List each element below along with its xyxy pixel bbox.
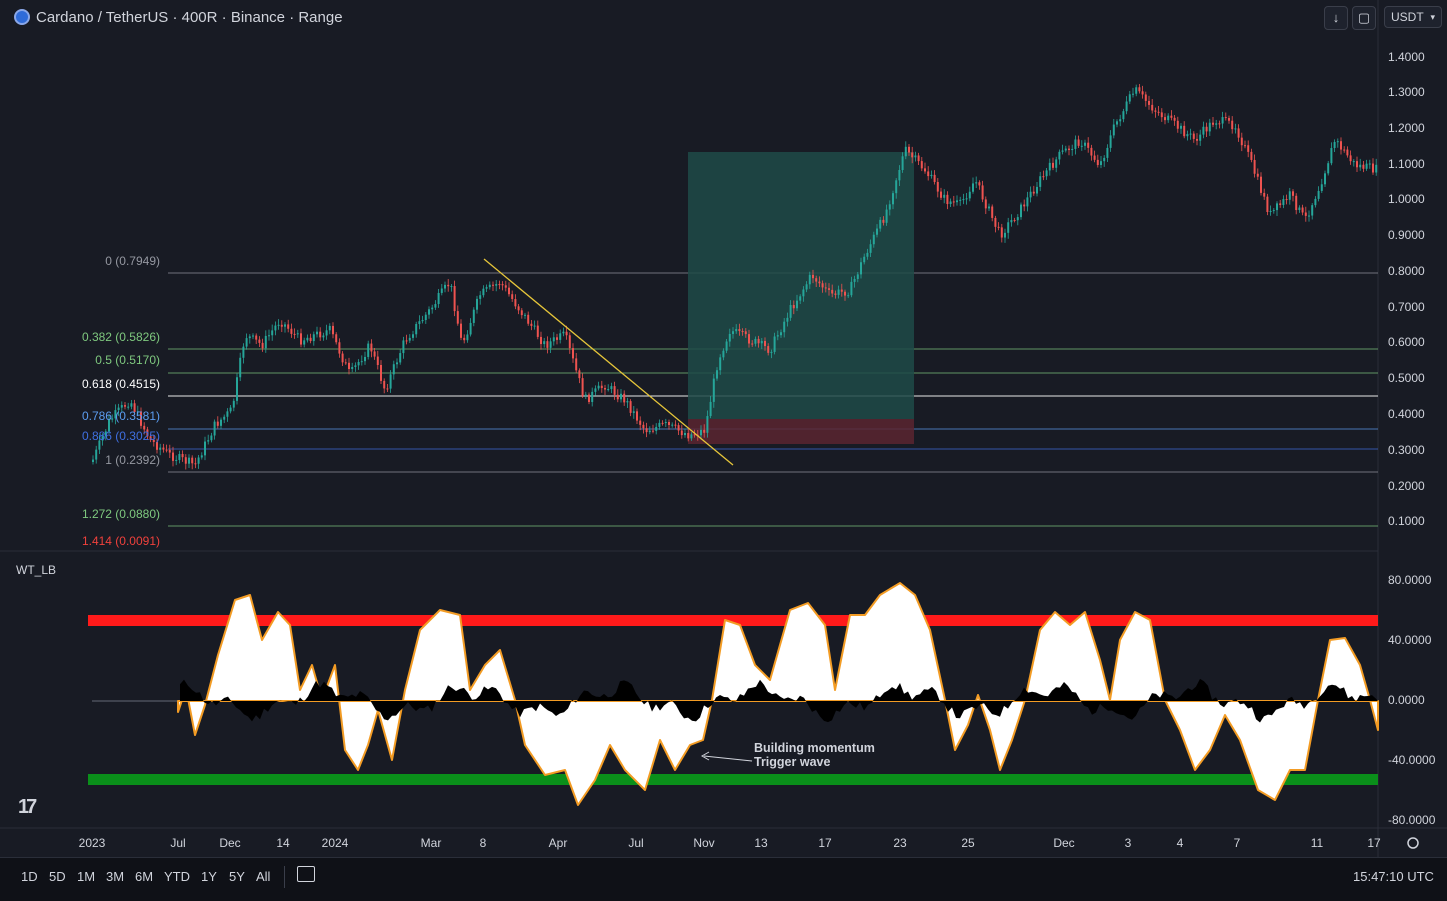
price-tick: 1.4000: [1388, 50, 1425, 64]
candlestick-series: [92, 84, 1378, 470]
fib-label: 0.618 (0.4515): [81, 377, 160, 391]
fib-label: 0.382 (0.5826): [81, 330, 160, 344]
price-tick: 0.6000: [1388, 335, 1425, 349]
price-tick: 0.9000: [1388, 228, 1425, 242]
oscillator-tick: 0.0000: [1388, 693, 1425, 707]
time-tick: 11: [1310, 836, 1324, 850]
wave-trend-line: [177, 582, 1379, 806]
time-tick: Mar: [420, 836, 442, 850]
price-tick: 0.3000: [1388, 443, 1425, 457]
price-tick: 1.3000: [1388, 85, 1425, 99]
price-tick: 0.8000: [1388, 264, 1425, 278]
arrow-down-icon: ↓: [1332, 10, 1340, 25]
time-tick: 8: [479, 836, 487, 850]
fib-label: 0 (0.7949): [105, 254, 160, 268]
time-tick: 4: [1176, 836, 1184, 850]
oscillator-tick: -40.0000: [1388, 753, 1436, 767]
time-tick: Nov: [693, 836, 715, 850]
fib-label: 0.886 (0.3025): [81, 429, 160, 443]
price-tick: 0.5000: [1388, 371, 1425, 385]
price-tick: 0.7000: [1388, 300, 1425, 314]
indicator-name[interactable]: WT_LB: [16, 563, 57, 577]
oscillator-tick: 40.0000: [1388, 633, 1432, 647]
oversold-band: [88, 774, 1378, 785]
timeframe-5y[interactable]: 5Y: [229, 869, 245, 884]
price-tick: 1.1000: [1388, 157, 1425, 171]
calendar-icon[interactable]: [297, 866, 315, 882]
time-tick: 2024: [321, 836, 349, 850]
momentum-wave: [180, 678, 1378, 723]
fib-label: 1.272 (0.0880): [81, 507, 160, 521]
timeframe-1y[interactable]: 1Y: [201, 869, 217, 884]
timeframe-3m[interactable]: 3M: [106, 869, 125, 884]
timeframe-5d[interactable]: 5D: [49, 869, 66, 884]
price-tick: 0.1000: [1388, 514, 1425, 528]
annotation-trigger-wave: Trigger wave: [754, 755, 831, 769]
fullscreen-icon: ▢: [1357, 10, 1371, 25]
timeframe-1m[interactable]: 1M: [77, 869, 96, 884]
time-tick: 17: [818, 836, 832, 850]
currency-select[interactable]: USDT ▾: [1384, 6, 1442, 28]
time-tick: 25: [961, 836, 975, 850]
oscillator-tick: 80.0000: [1388, 573, 1432, 587]
time-tick: Apr: [548, 836, 568, 850]
symbol-title: Cardano / TetherUS · 400R · Binance · Ra…: [36, 8, 343, 26]
loss-zone[interactable]: [688, 419, 914, 444]
chevron-down-icon: ▾: [1430, 11, 1435, 22]
time-tick: Jul: [628, 836, 644, 850]
time-tick: 2023: [78, 836, 106, 850]
price-tick: 1.0000: [1388, 192, 1425, 206]
tradingview-logo[interactable]: 17: [18, 796, 37, 818]
time-tick: 17: [1367, 836, 1381, 850]
time-tick: 13: [754, 836, 768, 850]
fib-label: 0.786 (0.3581): [81, 409, 160, 423]
currency-label: USDT: [1391, 10, 1424, 24]
annotation-arrow: [703, 755, 753, 762]
time-tick: Jul: [170, 836, 186, 850]
utc-clock[interactable]: 15:47:10 UTC: [1353, 869, 1434, 884]
bottom-toolbar: [0, 857, 1447, 901]
timeframe-1d[interactable]: 1D: [21, 869, 38, 884]
cardano-logo-icon: [14, 9, 30, 25]
profit-zone[interactable]: [688, 152, 914, 419]
time-tick: 14: [276, 836, 290, 850]
price-tick: 1.2000: [1388, 121, 1425, 135]
price-tick: 0.2000: [1388, 479, 1425, 493]
fib-label: 1.414 (0.0091): [81, 534, 160, 548]
time-tick: Dec: [219, 836, 241, 850]
time-tick: 3: [1124, 836, 1132, 850]
oscillator-tick: -80.0000: [1388, 813, 1436, 827]
time-tick: 23: [893, 836, 907, 850]
price-tick: 0.4000: [1388, 407, 1425, 421]
fib-label: 1 (0.2392): [105, 453, 160, 467]
toolbar-divider: [284, 866, 285, 888]
download-button[interactable]: ↓: [1324, 6, 1348, 30]
symbol-header[interactable]: Cardano / TetherUS · 400R · Binance · Ra…: [14, 6, 343, 28]
time-tick: 7: [1233, 836, 1241, 850]
fib-label: 0.5 (0.5170): [95, 353, 160, 367]
fullscreen-button[interactable]: ▢: [1352, 6, 1376, 30]
timeframe-all[interactable]: All: [256, 869, 271, 884]
timeframe-ytd[interactable]: YTD: [164, 869, 190, 884]
gear-icon[interactable]: [1407, 837, 1419, 849]
overbought-band: [88, 615, 1378, 626]
time-tick: Dec: [1053, 836, 1075, 850]
trendline[interactable]: [483, 258, 734, 466]
timeframe-6m[interactable]: 6M: [135, 869, 154, 884]
annotation-building-momentum: Building momentum: [754, 741, 875, 755]
